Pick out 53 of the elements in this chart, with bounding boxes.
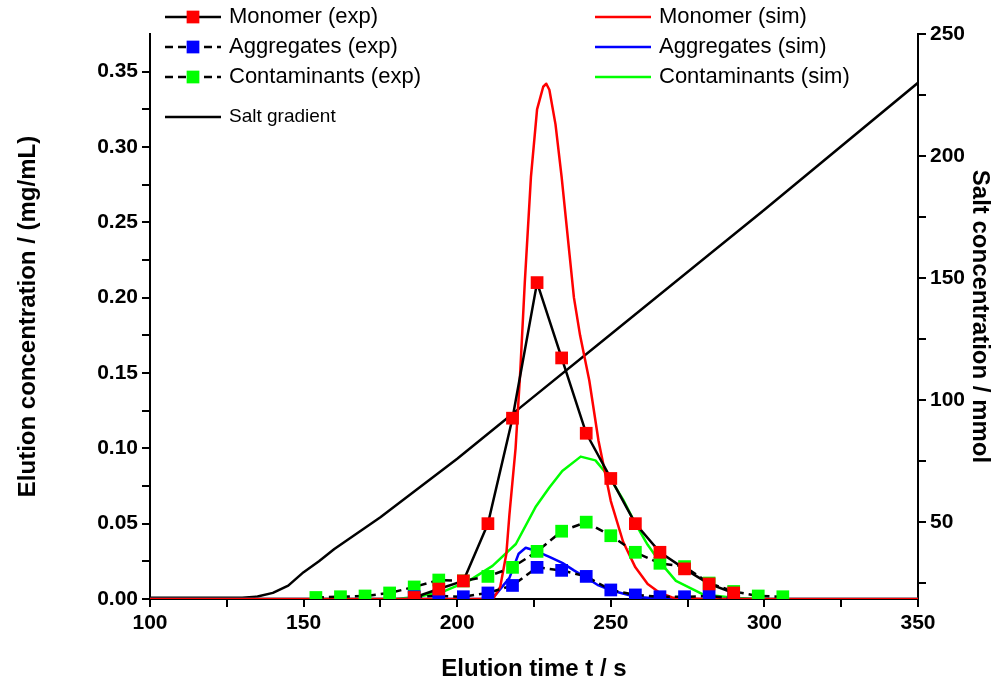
y2-axis-title: Salt concentration / mmol [967, 169, 995, 464]
y-tick-label: 0.00 [97, 585, 138, 609]
point [555, 564, 569, 577]
legend-label: Aggregates (sim) [659, 33, 827, 59]
y2-tick-label: 100 [930, 386, 966, 410]
point [481, 586, 495, 599]
x-tick-label: 200 [439, 610, 475, 634]
y-tick-label: 0.15 [97, 359, 139, 383]
point [629, 517, 642, 531]
x-tick-label: 100 [132, 610, 168, 634]
legend-label: Monomer (exp) [229, 3, 379, 29]
point [432, 582, 446, 596]
x-tick-label: 300 [746, 610, 782, 634]
point [653, 545, 667, 559]
point [555, 524, 569, 538]
point [481, 517, 495, 531]
legend-label: Contaminants (exp) [229, 63, 421, 89]
y2-tick-label: 200 [930, 142, 966, 166]
point [530, 561, 544, 574]
y-tick-label: 0.25 [97, 209, 139, 233]
point [604, 472, 618, 485]
y-tick-label: 0.30 [97, 133, 138, 157]
x-tick-label: 350 [900, 610, 936, 634]
point [604, 583, 618, 597]
x-axis-title: Elution time t / s [441, 654, 627, 682]
y2-tick-label: 250 [930, 20, 966, 44]
point [629, 545, 642, 559]
legend-label: Monomer (sim) [659, 3, 807, 29]
point [579, 426, 593, 440]
legend-label: Salt gradient [229, 105, 337, 127]
point [530, 276, 544, 289]
legend-label: Contaminants (sim) [659, 63, 850, 89]
point [579, 515, 593, 529]
point [579, 570, 593, 583]
point [555, 351, 569, 365]
y2-tick-label: 50 [930, 508, 954, 532]
point [506, 561, 519, 574]
x-tick-label: 250 [593, 610, 629, 634]
point [383, 586, 396, 599]
x-tick-label: 150 [286, 610, 322, 634]
legend-label: Aggregates (exp) [229, 33, 398, 59]
point [506, 411, 519, 425]
y-tick-label: 0.05 [97, 510, 139, 534]
y-tick-label: 0.35 [97, 58, 139, 82]
y2-tick-label: 150 [930, 264, 966, 288]
point [506, 579, 519, 592]
point [481, 570, 495, 583]
point [530, 545, 544, 558]
y-tick-label: 0.10 [97, 435, 138, 459]
point [604, 529, 618, 543]
y-tick-label: 0.20 [97, 284, 138, 308]
y-axis-title: Elution concentration / (mg/mL) [13, 135, 41, 498]
point [629, 588, 642, 599]
